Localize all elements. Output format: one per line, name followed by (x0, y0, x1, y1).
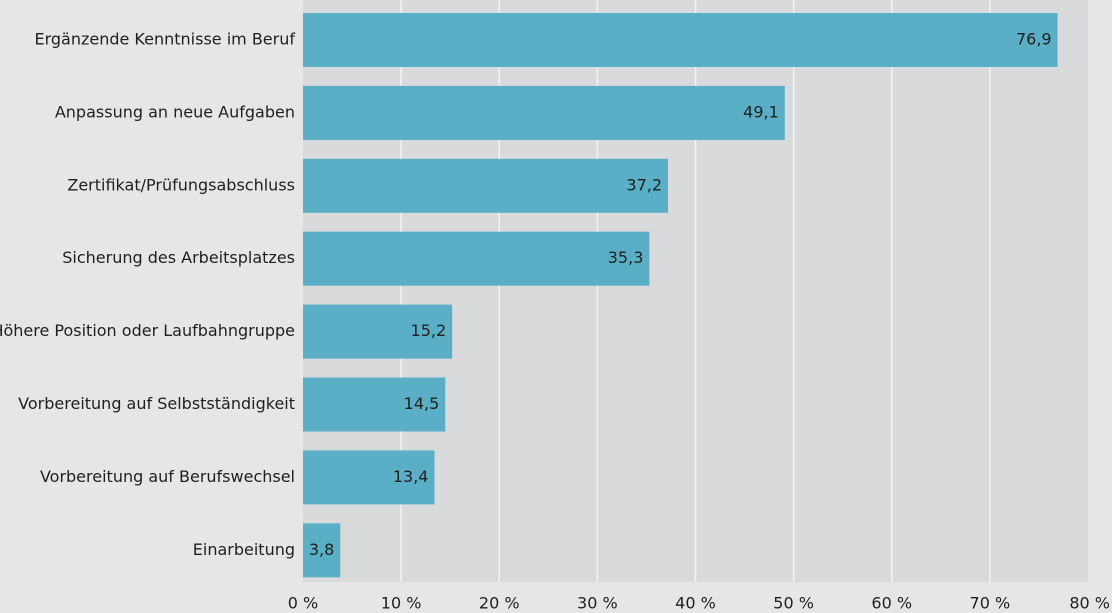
category-label-0: Ergänzende Kenntnisse im Beruf (34, 30, 295, 49)
x-tick-label-60: 60 % (871, 594, 912, 613)
bar-value-label-1: 49,1 (743, 102, 779, 121)
category-label-4: Höhere Position oder Laufbahngruppe (0, 321, 295, 340)
x-tick-label-40: 40 % (675, 594, 716, 613)
bar-value-label-6: 13,4 (393, 467, 429, 486)
bar-value-labels: 76,9 49,1 37,2 35,3 15,2 14,5 13,4 3,8 (309, 30, 1052, 559)
bar-1 (303, 85, 785, 140)
x-tick-label-10: 10 % (381, 594, 422, 613)
bars (303, 13, 1058, 578)
bar-0 (303, 13, 1058, 67)
bar-7 (303, 523, 341, 578)
bar-5 (303, 377, 446, 432)
x-tick-label-0: 0 % (288, 594, 318, 613)
x-tick-label-70: 70 % (970, 594, 1011, 613)
bar-value-label-7: 3,8 (309, 540, 334, 559)
bar-6 (303, 450, 435, 505)
category-label-1: Anpassung an neue Aufgaben (55, 102, 295, 121)
bar-4 (303, 304, 453, 359)
x-tick-label-20: 20 % (479, 594, 520, 613)
bar-2 (303, 158, 669, 213)
category-label-3: Sicherung des Arbeitsplatzes (62, 248, 295, 267)
category-label-5: Vorbereitung auf Selbstständigkeit (18, 394, 295, 413)
category-label-6: Vorbereitung auf Berufswechsel (40, 467, 295, 486)
bar-value-label-0: 76,9 (1016, 30, 1052, 49)
x-tick-label-80: 80 % (1069, 594, 1110, 613)
x-tick-label-30: 30 % (577, 594, 618, 613)
category-label-7: Einarbeitung (193, 540, 295, 559)
category-label-2: Zertifikat/Prüfungsabschluss (67, 175, 295, 194)
bar-value-label-2: 37,2 (626, 175, 662, 194)
x-axis-tick-labels: 0 % 10 % 20 % 30 % 40 % 50 % 60 % 70 % 80 % (288, 594, 1110, 613)
bar-3 (303, 231, 650, 286)
bar-value-label-3: 35,3 (608, 248, 644, 267)
x-tick-label-50: 50 % (773, 594, 814, 613)
bar-value-label-4: 15,2 (411, 321, 447, 340)
category-labels: Ergänzende Kenntnisse im Beruf Anpassung … (0, 30, 295, 559)
bar-value-label-5: 14,5 (404, 394, 440, 413)
